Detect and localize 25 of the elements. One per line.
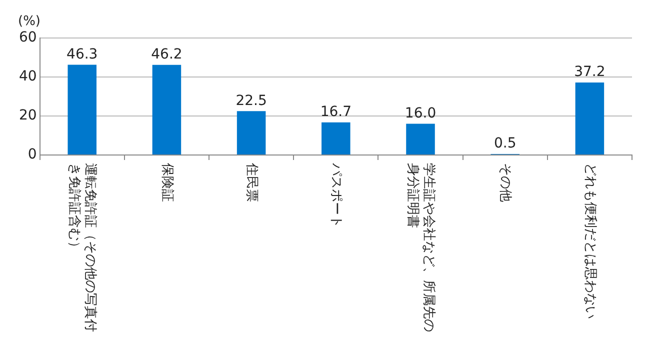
x-tick-label: 保険証 [159,163,174,202]
data-label: 46.3 [66,46,98,62]
bar [322,122,350,154]
y-tick-label: 40 [18,68,37,85]
x-tick-label: パスポート [328,162,344,228]
x-tick-label: 学生証や会社など、所属先の身分証明書 [405,163,436,332]
bar [406,124,435,154]
x-tick-label: 運転免許証（その他の写真付き免許証含む） [66,163,98,332]
y-tick-label: 20 [18,108,37,124]
data-label: 16.0 [404,105,436,122]
bar [68,64,96,154]
data-label: 37.2 [574,64,606,80]
x-tick-label: その他 [498,163,513,202]
x-tick-label: どれも便利だとは思わない [582,163,598,319]
bar [152,64,182,154]
bar [236,111,266,154]
data-label: 16.7 [320,104,352,120]
data-label: 22.5 [236,92,267,109]
data-label: 0.5 [494,136,516,152]
y-tick-label: 0 [28,146,37,163]
x-tick-label: 住民票 [244,162,259,202]
data-label: 46.2 [151,46,182,63]
bar [575,82,604,154]
y-axis-title: (%) [18,14,40,29]
y-tick-label: 60 [18,30,37,46]
